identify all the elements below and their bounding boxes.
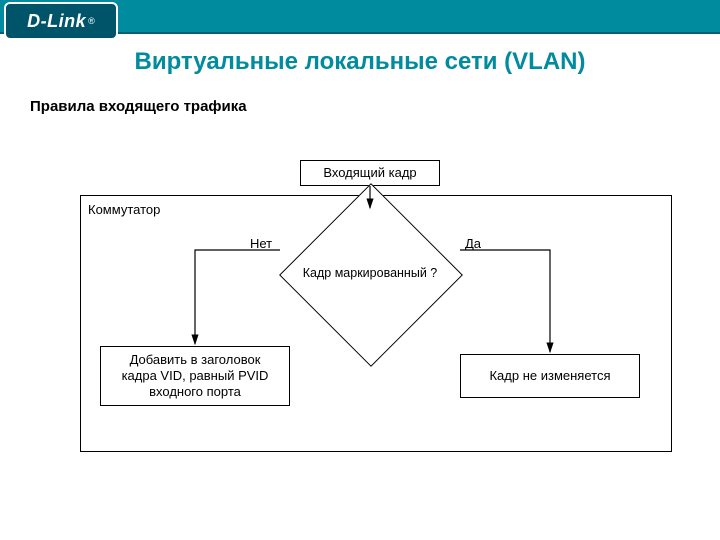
logo-registered: ® <box>88 16 95 26</box>
logo-badge: D-Link ® <box>4 2 118 40</box>
subtitle: Правила входящего трафика <box>30 98 720 115</box>
flowchart-edges <box>80 160 670 460</box>
logo-text: D-Link <box>27 11 86 32</box>
page-title: Виртуальные локальные сети (VLAN) <box>0 48 720 76</box>
flowchart: Коммутатор Входящий кадр Кадр маркирован… <box>80 160 670 460</box>
header-bar: D-Link ® <box>0 0 720 34</box>
